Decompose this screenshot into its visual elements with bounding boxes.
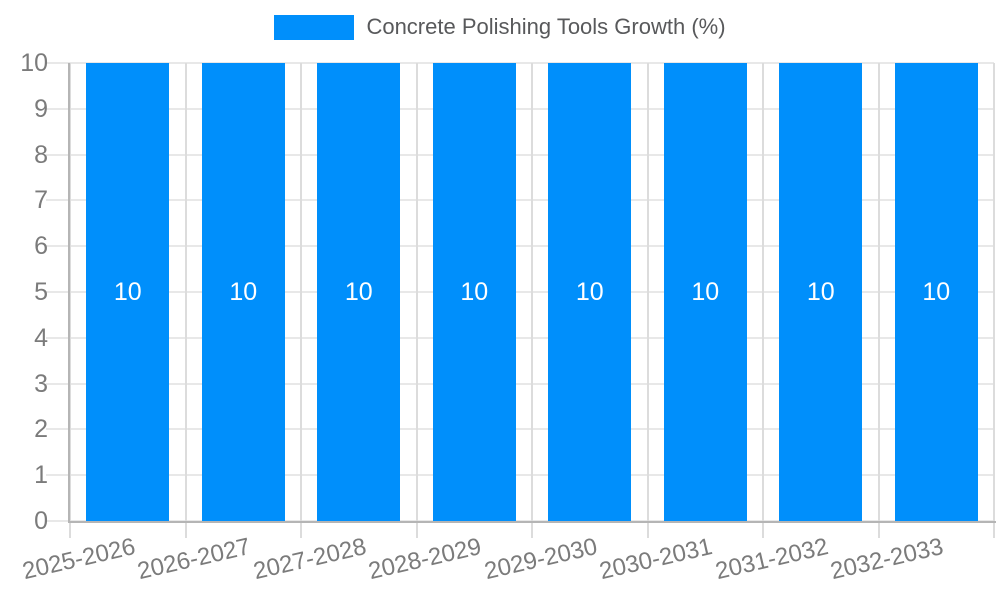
bar[interactable] bbox=[317, 63, 401, 521]
y-axis-tick-label: 9 bbox=[34, 94, 48, 123]
x-axis-category-label: 2025-2026 bbox=[19, 533, 138, 586]
legend-label: Concrete Polishing Tools Growth (%) bbox=[366, 14, 726, 39]
gridline-vertical bbox=[762, 63, 764, 538]
gridline-horizontal bbox=[46, 474, 994, 477]
gridline-vertical bbox=[877, 63, 880, 538]
gridline-vertical bbox=[184, 63, 187, 538]
gridline-horizontal bbox=[46, 107, 994, 110]
x-axis-category-label: 2029-2030 bbox=[481, 533, 600, 586]
bar[interactable] bbox=[432, 63, 516, 521]
y-axis-tick-label: 8 bbox=[34, 140, 48, 169]
gridline-horizontal bbox=[46, 199, 994, 202]
x-axis-category-label: 2031-2032 bbox=[712, 533, 831, 586]
gridline-horizontal bbox=[46, 428, 994, 431]
gridline-horizontal bbox=[46, 245, 994, 248]
y-axis-tick-label: 10 bbox=[20, 49, 48, 77]
y-axis-tick-label: 7 bbox=[34, 186, 48, 215]
y-axis-tick-label: 3 bbox=[34, 369, 48, 398]
gridline-vertical bbox=[531, 63, 533, 538]
y-axis-tick-label: 5 bbox=[34, 278, 48, 306]
bar[interactable] bbox=[548, 63, 632, 521]
legend-item[interactable]: Concrete Polishing Tools Growth (%) bbox=[274, 14, 726, 40]
bar[interactable] bbox=[779, 63, 863, 521]
x-axis-category-label: 2026-2027 bbox=[135, 533, 254, 586]
gridline-horizontal bbox=[46, 62, 994, 64]
y-axis-tick-label: 2 bbox=[34, 415, 48, 444]
gridline-vertical bbox=[300, 63, 302, 538]
y-axis-tick-label: 1 bbox=[34, 461, 48, 490]
bar[interactable] bbox=[201, 63, 285, 521]
gridline-vertical bbox=[646, 63, 649, 538]
y-axis-line bbox=[68, 63, 70, 523]
x-axis-category-label: 2032-2033 bbox=[828, 533, 947, 586]
gridline-horizontal bbox=[46, 382, 994, 385]
gridline-horizontal bbox=[46, 336, 994, 339]
bar[interactable] bbox=[663, 63, 747, 521]
bar[interactable] bbox=[86, 63, 170, 521]
gridline-horizontal bbox=[46, 291, 994, 293]
x-axis-category-label: 2028-2029 bbox=[366, 533, 485, 586]
gridline-vertical bbox=[415, 63, 418, 538]
x-axis-category-label: 2030-2031 bbox=[597, 533, 716, 586]
bar[interactable] bbox=[894, 63, 978, 521]
legend-swatch-icon bbox=[274, 14, 355, 40]
y-axis-tick-label: 0 bbox=[34, 507, 48, 535]
x-axis-category-label: 2027-2028 bbox=[250, 533, 369, 586]
x-axis-line bbox=[68, 521, 996, 523]
legend: Concrete Polishing Tools Growth (%) bbox=[0, 14, 1000, 40]
gridline-vertical bbox=[69, 63, 71, 538]
y-axis-tick-label: 6 bbox=[34, 232, 48, 261]
gridline-vertical bbox=[993, 63, 995, 538]
gridline-horizontal bbox=[46, 153, 994, 156]
y-axis-tick-label: 4 bbox=[34, 323, 48, 352]
